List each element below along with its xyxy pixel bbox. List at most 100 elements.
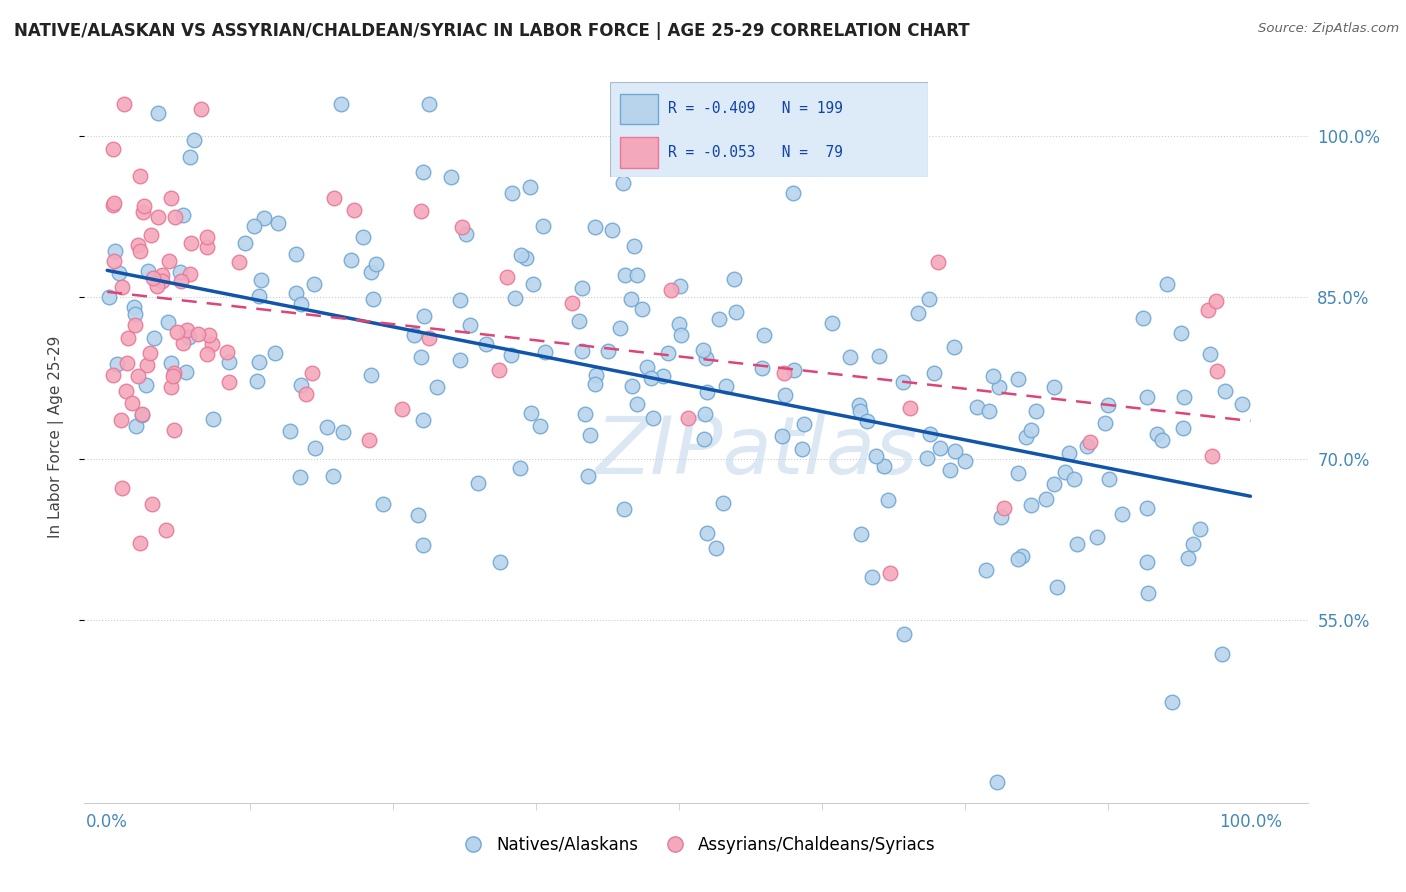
Point	[128, 244, 150, 258]
Point	[458, 318, 481, 332]
Point	[515, 251, 537, 265]
Point	[1080, 435, 1102, 450]
Point	[332, 425, 354, 439]
Point	[583, 376, 606, 391]
Point	[163, 366, 186, 380]
Point	[928, 441, 950, 455]
Point	[868, 349, 890, 363]
Point	[301, 366, 323, 380]
Point	[357, 433, 380, 447]
Point	[122, 300, 145, 314]
Point	[160, 191, 183, 205]
Point	[152, 268, 174, 282]
Point	[626, 268, 648, 282]
Point	[790, 442, 813, 456]
Point	[918, 293, 941, 307]
Point	[97, 290, 120, 304]
Point	[612, 176, 634, 190]
Point	[101, 197, 124, 211]
Point	[280, 424, 302, 438]
Point	[509, 461, 531, 475]
Point	[187, 326, 209, 341]
Point	[576, 468, 599, 483]
Point	[1076, 439, 1098, 453]
Point	[176, 323, 198, 337]
Point	[922, 366, 945, 380]
Point	[499, 348, 522, 362]
Point	[496, 269, 519, 284]
Point	[440, 169, 463, 184]
Point	[467, 476, 489, 491]
Point	[711, 496, 734, 510]
Point	[183, 133, 205, 147]
Point	[891, 375, 914, 389]
Point	[290, 297, 312, 311]
Point	[323, 191, 346, 205]
Point	[117, 330, 139, 344]
Point	[138, 346, 160, 360]
Point	[782, 186, 804, 201]
Point	[343, 202, 366, 217]
Point	[848, 398, 870, 412]
Point	[1211, 647, 1233, 661]
Point	[519, 180, 541, 194]
Point	[250, 273, 273, 287]
Point	[939, 463, 962, 477]
Point	[986, 775, 1008, 789]
Point	[247, 289, 270, 303]
Point	[1094, 417, 1116, 431]
Point	[451, 220, 474, 235]
Point	[290, 378, 312, 392]
Point	[412, 538, 434, 552]
Point	[981, 368, 1004, 383]
Point	[509, 248, 531, 262]
Point	[304, 441, 326, 455]
Point	[201, 337, 224, 351]
Point	[1160, 695, 1182, 709]
Point	[103, 195, 125, 210]
Point	[724, 305, 747, 319]
Point	[1035, 491, 1057, 506]
Point	[284, 247, 307, 261]
Point	[418, 331, 440, 345]
Point	[1007, 372, 1029, 386]
Point	[519, 406, 541, 420]
Point	[1132, 311, 1154, 326]
Point	[159, 356, 181, 370]
Point	[406, 508, 429, 522]
Point	[195, 230, 218, 244]
Point	[1136, 500, 1159, 515]
Point	[195, 347, 218, 361]
Point	[111, 279, 134, 293]
Point	[1146, 426, 1168, 441]
Point	[714, 379, 737, 393]
Point	[115, 356, 138, 370]
Point	[1007, 466, 1029, 480]
Point	[974, 563, 997, 577]
Point	[1173, 390, 1195, 404]
Point	[148, 106, 170, 120]
Point	[413, 310, 436, 324]
Point	[1054, 465, 1077, 479]
Point	[141, 497, 163, 511]
Point	[176, 365, 198, 379]
Point	[233, 236, 256, 251]
Point	[723, 271, 745, 285]
Point	[533, 345, 555, 359]
Point	[361, 293, 384, 307]
Point	[157, 254, 180, 268]
Point	[623, 239, 645, 253]
Point	[456, 227, 478, 242]
Point	[1019, 498, 1042, 512]
Point	[150, 274, 173, 288]
Point	[1046, 580, 1069, 594]
Point	[583, 219, 606, 234]
Point	[172, 336, 194, 351]
Point	[253, 211, 276, 226]
Point	[598, 344, 620, 359]
Point	[751, 361, 773, 376]
Point	[502, 186, 524, 200]
Point	[1015, 430, 1038, 444]
Point	[571, 343, 593, 358]
Point	[179, 150, 201, 164]
